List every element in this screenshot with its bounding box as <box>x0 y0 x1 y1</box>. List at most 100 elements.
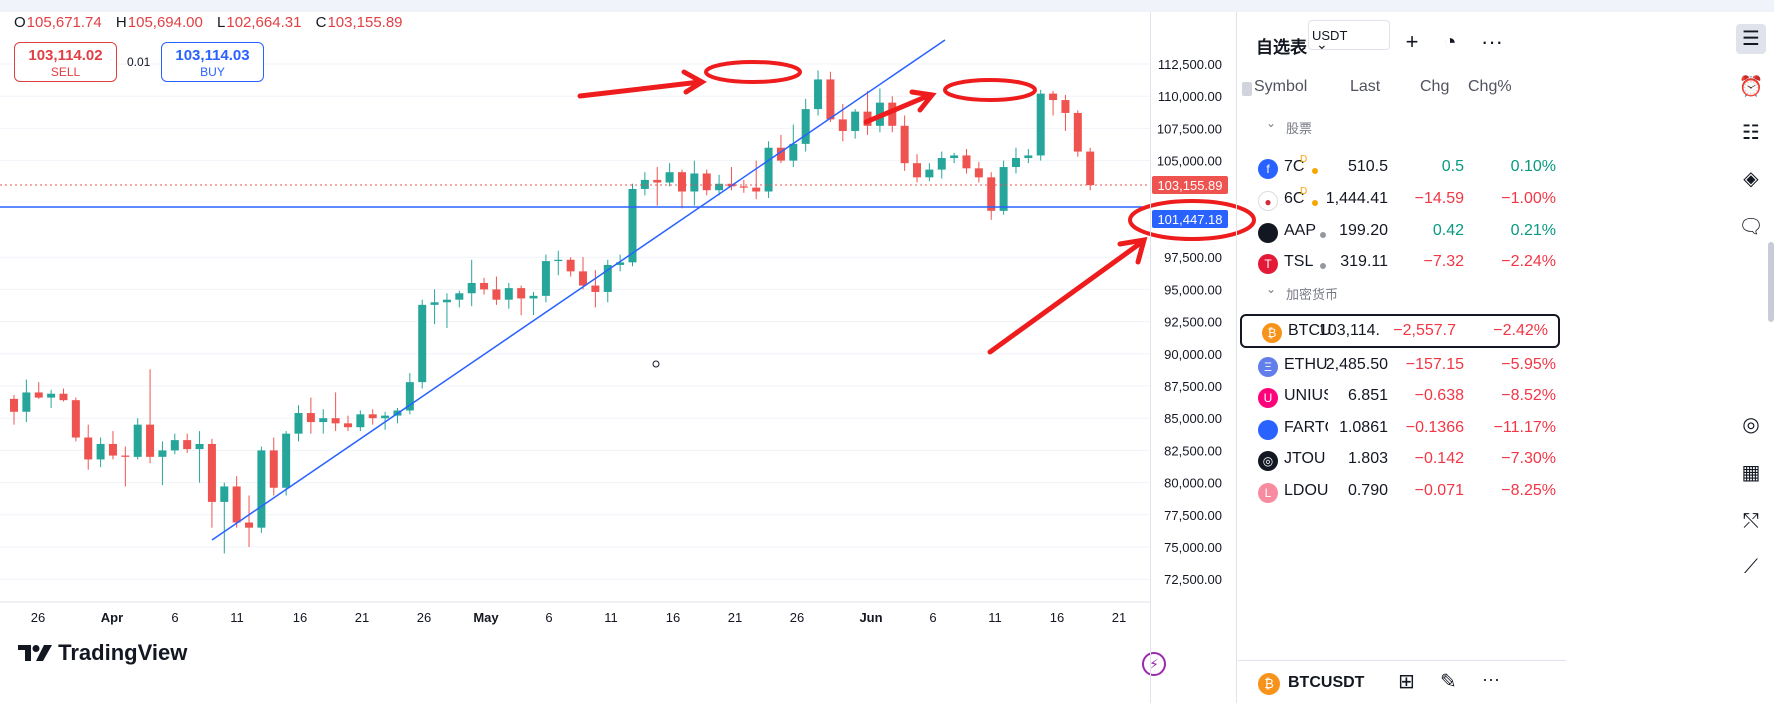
buy-label: BUY <box>200 65 225 79</box>
price-tick-label: 112,500.00 <box>1158 57 1222 72</box>
buy-button[interactable]: 103,114.03 BUY <box>161 42 264 82</box>
watchlist-row[interactable]: ◎ JTOU 1.803 −0.142 −7.30% <box>1238 444 1566 478</box>
row-last: 0.790 <box>1347 482 1388 499</box>
time-tick-label: 16 <box>293 610 307 625</box>
pie-chart-icon[interactable]: ◔ <box>1443 29 1457 54</box>
candle-body <box>616 262 625 265</box>
edit-icon[interactable]: ✎ <box>1440 671 1457 693</box>
price-tick-label: 72,500.00 <box>1164 572 1222 587</box>
candle-body <box>232 486 241 523</box>
candle-body <box>529 295 538 299</box>
watchlist-row[interactable]: AAP 199.20 0.42 0.21% <box>1238 216 1566 250</box>
row-symbol: ETHU <box>1284 356 1328 373</box>
target-icon[interactable]: ◎ <box>1742 414 1760 436</box>
symbol-logo-icon: ₿ <box>1262 323 1282 343</box>
row-last: 1.0861 <box>1339 419 1388 436</box>
list-add-icon[interactable]: ☷ <box>1742 122 1760 144</box>
alarm-clock-icon[interactable]: ⏰ <box>1738 76 1764 98</box>
candle-body <box>974 168 983 178</box>
chevron-down-icon[interactable]: ⌄ <box>1316 36 1328 52</box>
watchlist-row[interactable]: L LDOU 0.790 −0.071 −8.25% <box>1238 476 1566 510</box>
chevron-down-icon[interactable]: ⌄ <box>1266 282 1277 296</box>
line-tool-icon[interactable]: ⟋ <box>1744 556 1758 578</box>
watchlist-row[interactable]: f 7C 510.5 0.5 0.10% D <box>1238 152 1566 186</box>
candle-body <box>715 183 724 191</box>
col-symbol[interactable]: Symbol <box>1254 78 1308 95</box>
candle-body <box>59 393 68 401</box>
col-chg-pct[interactable]: Chg% <box>1468 78 1512 95</box>
scrollbar[interactable] <box>1768 242 1774 322</box>
select-all-checkbox[interactable] <box>1242 82 1252 96</box>
candle-body <box>900 125 909 164</box>
row-chg-pct: 0.21% <box>1510 222 1556 239</box>
watchlist-title[interactable]: 自选表 <box>1256 38 1307 57</box>
candle-body <box>492 289 501 300</box>
row-chg-pct: −1.00% <box>1501 190 1556 207</box>
sell-button[interactable]: 103,114.02 SELL <box>14 42 117 82</box>
candle-body <box>442 299 451 303</box>
price-tick-label: 75,000.00 <box>1164 540 1222 555</box>
time-tick-label: 16 <box>1050 610 1064 625</box>
candle-body <box>789 143 798 161</box>
price-axis-divider <box>1150 12 1151 703</box>
candle-body <box>640 179 649 189</box>
symbol-logo-icon: ◎ <box>1258 451 1278 471</box>
col-last[interactable]: Last <box>1350 78 1381 95</box>
watchlist-row[interactable]: T TSL 319.11 −7.32 −2.24% <box>1238 247 1566 281</box>
symbol-logo-icon: L <box>1258 483 1278 503</box>
candle-body <box>133 424 142 457</box>
row-last: 199.20 <box>1339 222 1388 239</box>
candle-body <box>937 158 946 170</box>
watchlist-icon[interactable]: ☰ <box>1736 24 1766 54</box>
candle-body <box>467 282 476 294</box>
calendar-icon[interactable]: ▦ <box>1741 462 1761 484</box>
watchlist-row[interactable]: U UNIUS 6.851 −0.638 −8.52% <box>1238 381 1566 415</box>
layers-icon[interactable]: ◈ <box>1743 168 1759 190</box>
watchlist-row[interactable]: Ξ ETHU 2,485.50 −157.15 −5.95% <box>1238 350 1566 384</box>
row-last: 6.851 <box>1347 387 1388 404</box>
bolt-icon[interactable]: ⚡ <box>1142 652 1166 676</box>
candle-body <box>826 79 835 120</box>
price-tick-label: 82,500.00 <box>1164 443 1222 458</box>
candle-body <box>1024 155 1033 159</box>
symbol-logo-icon <box>1258 223 1278 243</box>
price-chart[interactable]: 112,500.00 110,000.00 107,500.00 105,000.00… <box>0 0 1400 703</box>
more-icon[interactable]: ··· <box>1481 29 1503 54</box>
plus-icon[interactable]: + <box>1405 29 1419 54</box>
section-stocks[interactable]: 股票 <box>1286 121 1313 136</box>
candle-body <box>764 147 773 192</box>
price-tick-label: 80,000.00 <box>1164 476 1222 491</box>
candle-body <box>962 155 971 169</box>
price-tick-label: 92,500.00 <box>1164 315 1222 330</box>
row-chg: −14.59 <box>1414 190 1464 207</box>
row-chg-pct: −8.25% <box>1501 482 1556 499</box>
col-chg[interactable]: Chg <box>1420 78 1450 95</box>
row-chg: −0.142 <box>1414 450 1464 467</box>
chevron-down-icon[interactable]: ⌄ <box>1266 116 1277 130</box>
open-key: O <box>14 14 26 31</box>
chat-icon[interactable]: 🗨 <box>1738 216 1764 238</box>
currency-selector[interactable]: USDT <box>1308 20 1390 50</box>
time-tick-label: 21 <box>1112 610 1126 625</box>
row-chg: −0.1366 <box>1405 419 1464 436</box>
more-icon[interactable]: ··· <box>1482 669 1500 689</box>
section-crypto[interactable]: 加密货币 <box>1286 287 1339 302</box>
detail-symbol[interactable]: BTCUSDT <box>1288 674 1365 691</box>
candle-body <box>504 288 513 300</box>
watchlist-row[interactable]: ₿ BTCU 103,114. −2,557.7 −2.42% <box>1240 314 1560 348</box>
sell-price: 103,114.02 <box>28 47 103 64</box>
row-chg-pct: −11.17% <box>1493 419 1556 436</box>
trend-line[interactable] <box>211 39 946 541</box>
time-tick-label: 6 <box>545 610 552 625</box>
pattern-icon[interactable]: ⤲ <box>1743 510 1759 532</box>
watchlist-row[interactable]: FARTC 1.0861 −0.1366 −11.17% <box>1238 413 1566 447</box>
watchlist-row[interactable]: ● 6C 1,444.41 −14.59 −1.00% D <box>1238 184 1566 218</box>
symbol-logo-icon: f <box>1258 159 1278 179</box>
panel-divider <box>1236 12 1237 703</box>
candle-body <box>220 486 229 502</box>
price-tick-label: 107,500.00 <box>1157 121 1222 136</box>
grid-icon[interactable]: ⊞ <box>1398 671 1415 693</box>
daily-badge: D <box>1300 186 1308 197</box>
candle-body <box>207 443 216 502</box>
candle-body <box>1011 158 1020 168</box>
